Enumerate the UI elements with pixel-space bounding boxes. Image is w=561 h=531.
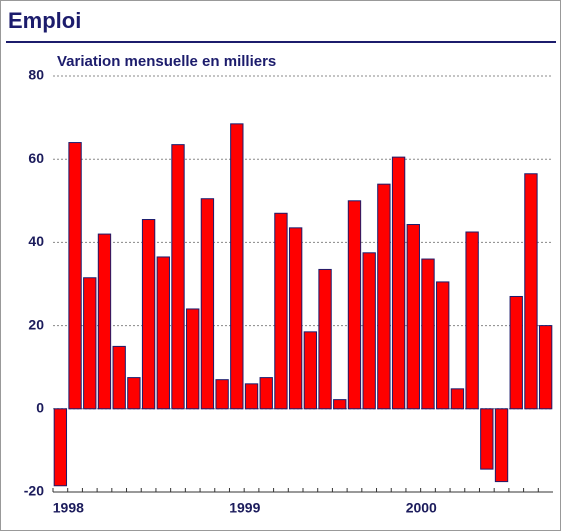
bar	[53, 408, 68, 487]
chart-title: Emploi	[8, 8, 81, 33]
y-tick-label: 60	[28, 150, 44, 166]
bar	[333, 399, 347, 410]
bar	[347, 200, 362, 410]
bar	[200, 198, 215, 410]
bar	[141, 219, 156, 410]
bar	[538, 325, 553, 410]
bar	[244, 383, 259, 410]
bar	[127, 377, 141, 410]
bar	[186, 308, 200, 410]
bar	[68, 142, 82, 410]
bar	[450, 388, 465, 410]
bar	[406, 224, 420, 410]
x-tick-label: 2000	[406, 500, 437, 516]
y-tick-label: 80	[28, 67, 44, 83]
bar	[171, 144, 185, 410]
bar	[303, 331, 318, 410]
x-tick-label: 1999	[229, 500, 260, 516]
bar	[112, 345, 126, 410]
bar	[97, 233, 112, 410]
bar	[391, 156, 406, 410]
bar	[480, 408, 494, 470]
bar	[156, 256, 170, 410]
bar	[318, 268, 332, 410]
y-tick-label: -20	[24, 483, 44, 499]
bar	[465, 231, 479, 410]
bar	[230, 123, 244, 410]
bar	[377, 183, 391, 410]
y-tick-label: 20	[28, 316, 44, 332]
bar	[509, 295, 523, 410]
bar	[288, 227, 303, 410]
bar	[215, 379, 229, 410]
y-tick-label: 0	[36, 400, 44, 416]
bar	[274, 212, 288, 410]
bar	[436, 281, 450, 410]
chart-subtitle: Variation mensuelle en milliers	[57, 53, 276, 70]
bar	[494, 408, 509, 483]
y-tick-label: 40	[28, 233, 44, 249]
bar	[524, 173, 538, 410]
bar	[259, 377, 273, 410]
bar	[83, 277, 97, 410]
bar	[362, 252, 376, 410]
x-tick-label: 1998	[53, 500, 84, 516]
bar	[421, 258, 435, 410]
